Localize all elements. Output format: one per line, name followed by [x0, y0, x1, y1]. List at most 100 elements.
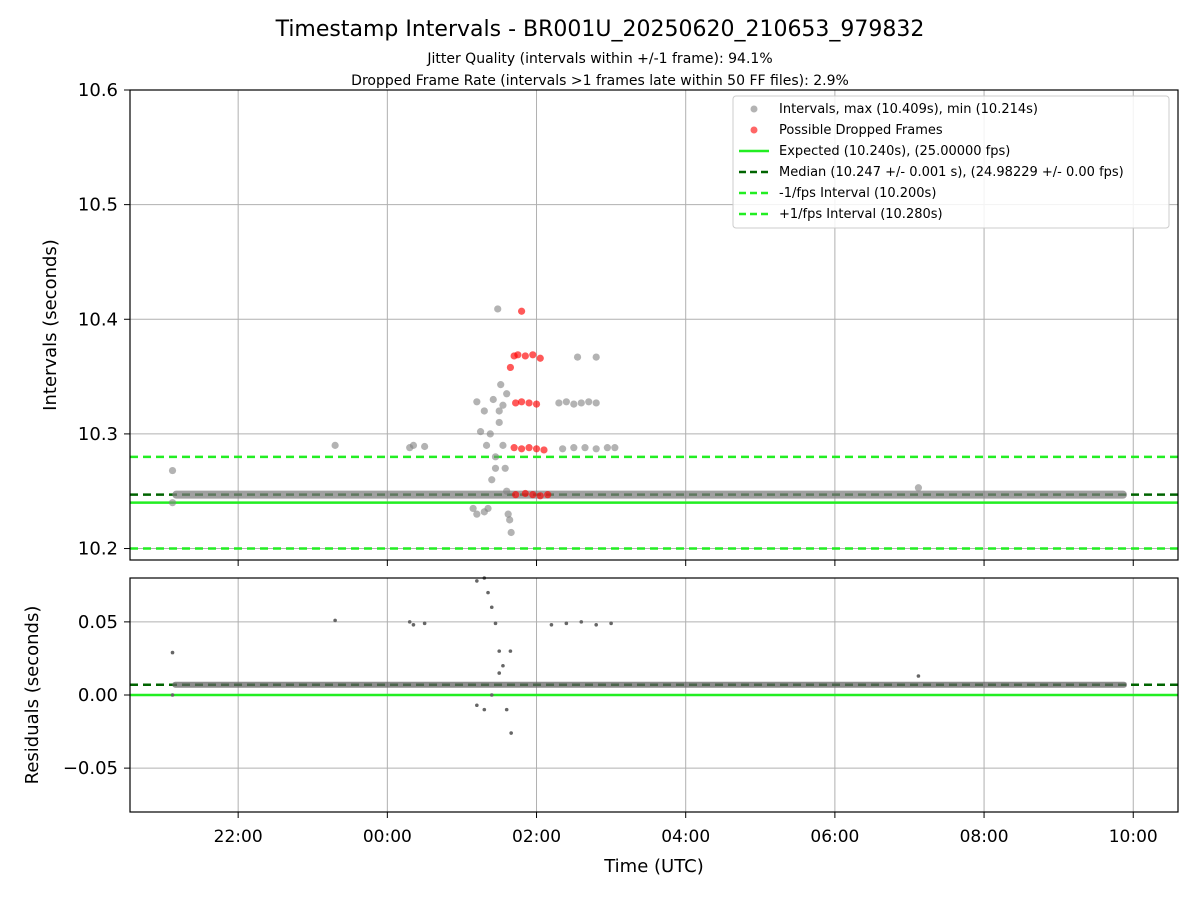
residual-point [497, 649, 502, 653]
interval-point [473, 510, 481, 518]
residuals-baseline-band [172, 681, 1128, 688]
interval-point [559, 445, 567, 453]
interval-point [495, 407, 503, 415]
residual-point [594, 623, 598, 627]
top-reference-lines [130, 455, 1178, 550]
interval-point [168, 466, 177, 475]
interval-point [476, 428, 485, 436]
top-y-axis-label: Intervals (seconds) [40, 239, 61, 411]
interval-point [497, 381, 505, 389]
interval-point [480, 407, 488, 415]
interval-point [603, 444, 611, 452]
interval-point [570, 444, 578, 452]
residual-point [407, 620, 412, 624]
top-y-tick-label: 10.5 [78, 195, 118, 216]
residual-point [170, 650, 175, 655]
intervals-baseline-band [172, 490, 1128, 499]
interval-point [577, 399, 585, 407]
dropped-frame-point [506, 363, 515, 372]
legend-entry-dropped: Possible Dropped Frames [779, 123, 943, 138]
bottom-y-tick-label: −0.05 [63, 758, 118, 779]
dropped-frame-point [536, 354, 544, 362]
legend-entry-expected: Expected (10.240s), (25.00000 fps) [779, 144, 1010, 159]
residual-point [549, 623, 554, 627]
interval-point [504, 510, 512, 518]
top-y-tick-label: 10.4 [78, 309, 118, 330]
interval-point [585, 398, 593, 406]
top-scatter-points [168, 305, 1128, 537]
interval-point [570, 400, 578, 408]
legend-entry-upper: +1/fps Interval (10.280s) [779, 207, 943, 222]
x-tick-label: 06:00 [810, 827, 859, 847]
interval-point [469, 504, 477, 513]
x-tick-label: 00:00 [363, 827, 412, 847]
interval-point [480, 508, 488, 516]
x-tick-label: 04:00 [661, 827, 710, 847]
residual-point [916, 674, 921, 678]
x-axis-ticks: 22:00 00:00 02:00 04:00 06:00 08:00 10:00 [214, 560, 1158, 847]
residual-point [411, 623, 416, 627]
dropped-frame-point [540, 446, 548, 454]
interval-point [491, 464, 500, 472]
interval-point [592, 353, 600, 361]
residual-point [482, 707, 487, 712]
interval-point [331, 441, 339, 449]
top-y-tick-label: 10.3 [78, 424, 118, 445]
residual-point [609, 621, 613, 626]
top-y-tick-label: 10.2 [78, 539, 118, 560]
dropped-frame-point [518, 307, 526, 315]
dropped-frame-point [510, 444, 518, 452]
interval-point [503, 487, 511, 495]
interval-point [555, 399, 563, 407]
bottom-y-tick-label: 0.00 [78, 685, 118, 706]
interval-point [489, 395, 497, 404]
interval-point [473, 398, 481, 406]
residual-point [489, 605, 494, 610]
dropped-frame-point [525, 444, 533, 452]
interval-point [491, 453, 500, 461]
interval-point [611, 444, 619, 452]
legend-entry-median: Median (10.247 +/- 0.001 s), (24.98229 +… [779, 165, 1124, 180]
x-axis-label: Time (UTC) [603, 856, 704, 877]
residual-point [504, 707, 509, 712]
dropped-frame-point [532, 400, 541, 408]
dropped-frame-point [544, 491, 552, 499]
interval-point [409, 441, 418, 449]
x-tick-label: 22:00 [214, 827, 263, 847]
residual-point [501, 663, 505, 668]
bottom-scatter-points [170, 576, 1128, 735]
dropped-frame-point [532, 445, 541, 453]
interval-point [486, 430, 494, 438]
x-tick-label: 02:00 [512, 827, 561, 847]
residual-point [486, 590, 490, 595]
residual-point [493, 621, 498, 626]
residual-point [508, 649, 513, 653]
dropped-frame-point [529, 351, 537, 359]
dropped-frame-point [512, 399, 520, 407]
residual-point [170, 693, 175, 697]
dropped-frame-point [512, 491, 520, 499]
legend-box [732, 95, 1170, 229]
interval-point [506, 516, 514, 524]
chart-subtitle-dropped: Dropped Frame Rate (intervals >1 frames … [351, 73, 849, 89]
interval-point [592, 445, 600, 453]
residual-point [333, 618, 337, 623]
legend-gray-dot-marker [750, 105, 758, 113]
legend-entry-intervals: Intervals, max (10.409s), min (10.214s) [779, 102, 1038, 117]
interval-point [495, 418, 503, 427]
bottom-y-axis-ticks: −0.05 0.00 0.05 [63, 612, 130, 779]
residual-point [579, 620, 584, 624]
interval-point [581, 444, 589, 452]
residual-point [509, 731, 513, 735]
interval-point [482, 441, 491, 449]
bottom-y-tick-label: 0.05 [78, 612, 118, 633]
residual-point [489, 693, 494, 697]
interval-point [507, 528, 515, 537]
residual-point [475, 703, 479, 708]
legend-entry-lower: -1/fps Interval (10.200s) [779, 186, 936, 201]
interval-point [592, 399, 600, 407]
top-y-axis-ticks: 10.2 10.3 10.4 10.5 10.6 [78, 80, 130, 560]
dropped-frame-point [521, 352, 529, 360]
legend-red-dot-marker [750, 126, 758, 134]
